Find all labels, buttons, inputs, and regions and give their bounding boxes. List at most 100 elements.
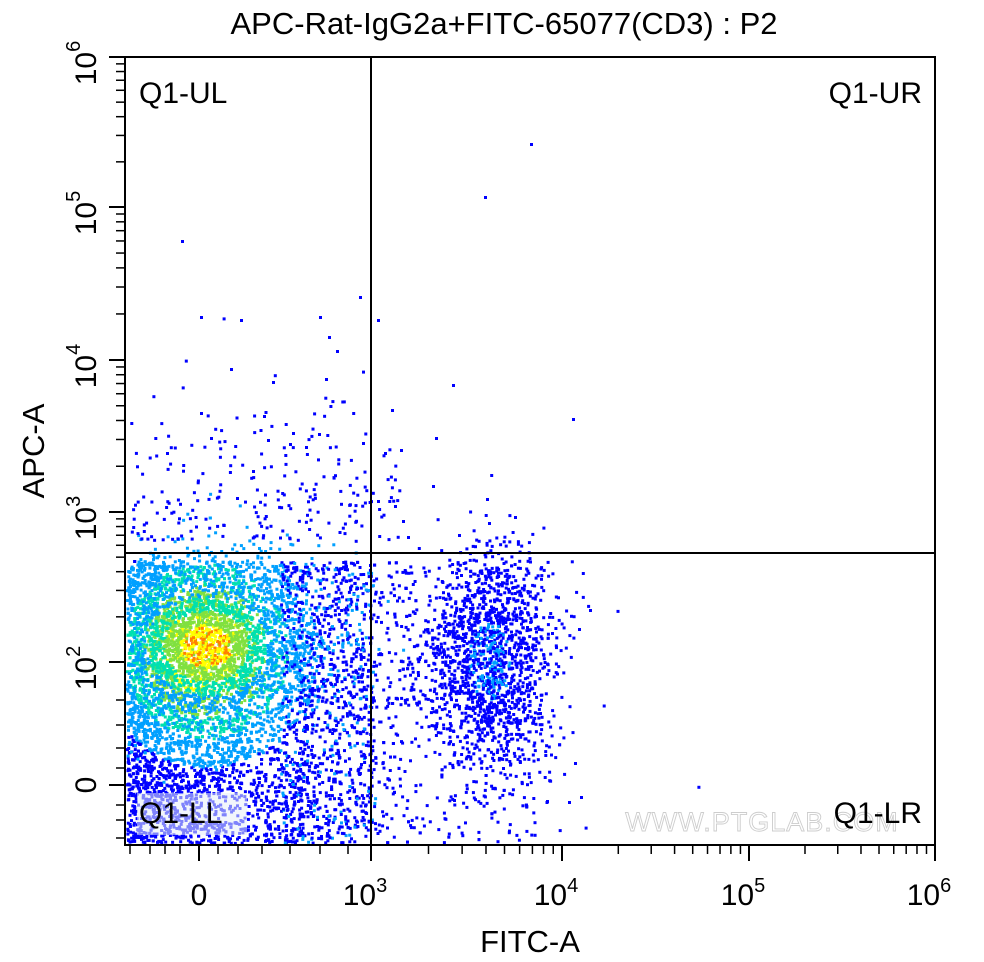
event-dot <box>336 748 340 752</box>
event-dot <box>249 594 253 598</box>
event-dot <box>351 680 355 684</box>
event-dot <box>203 761 207 765</box>
event-dot <box>176 784 180 788</box>
event-dot <box>134 607 137 611</box>
event-dot <box>204 635 208 639</box>
event-dot <box>248 690 252 694</box>
event-dot <box>153 587 157 591</box>
event-dot <box>252 712 256 716</box>
event-dot <box>130 609 134 612</box>
event-dot <box>260 734 264 738</box>
event-dot <box>325 607 329 611</box>
event-dot <box>175 691 179 695</box>
event-dot <box>272 799 275 803</box>
event-dot <box>141 756 145 760</box>
event-dot <box>174 767 177 771</box>
event-dot <box>283 741 287 745</box>
event-dot <box>274 578 278 582</box>
event-dot <box>274 633 278 637</box>
event-dot <box>276 758 280 762</box>
event-dot <box>345 668 349 672</box>
event-dot <box>180 717 183 720</box>
event-dot <box>268 840 272 844</box>
event-dot <box>159 748 163 751</box>
event-dot <box>254 796 258 800</box>
event-dot <box>133 739 137 743</box>
event-dot <box>257 688 261 692</box>
event-dot <box>311 689 314 693</box>
event-dot <box>289 684 293 688</box>
event-dot <box>289 813 293 816</box>
event-dot <box>328 561 332 565</box>
event-dot <box>163 586 167 590</box>
event-dot <box>132 726 136 730</box>
event-dot <box>200 640 204 644</box>
event-dot <box>243 699 247 703</box>
event-dot <box>274 713 278 717</box>
event-dot <box>127 735 131 739</box>
event-dot <box>142 685 146 689</box>
event-dot <box>219 763 223 767</box>
event-dot <box>131 811 135 815</box>
event-dot <box>203 582 207 586</box>
event-dot <box>312 708 316 712</box>
event-dot <box>212 771 216 775</box>
event-dot <box>131 668 135 672</box>
event-dot <box>139 601 142 605</box>
event-dot <box>323 631 327 635</box>
event-dot <box>149 592 153 596</box>
event-dot <box>149 622 153 626</box>
event-dot <box>181 774 185 778</box>
event-dot <box>260 784 264 788</box>
event-dot <box>191 713 195 717</box>
event-dot <box>360 819 364 823</box>
event-dot <box>171 565 175 569</box>
event-dot <box>294 794 298 798</box>
event-dot <box>265 696 269 700</box>
event-dot <box>224 760 228 764</box>
event-dot <box>278 783 282 787</box>
event-dot <box>207 760 211 764</box>
event-dot <box>151 563 155 567</box>
event-dot <box>171 840 175 844</box>
event-dot <box>252 824 256 828</box>
event-dot <box>176 725 179 728</box>
event-dot <box>176 743 180 747</box>
event-dot <box>427 725 431 729</box>
event-dot <box>242 753 246 757</box>
event-dot <box>146 628 150 632</box>
event-dot <box>405 614 409 618</box>
event-dot <box>165 767 168 771</box>
event-dot <box>161 693 165 697</box>
event-dot <box>262 801 266 805</box>
event-dot <box>185 774 189 778</box>
event-dot <box>165 742 169 746</box>
event-dot <box>264 730 268 734</box>
event-dot <box>148 637 152 641</box>
event-dot <box>233 561 237 565</box>
event-dot <box>249 769 253 773</box>
event-dot <box>377 780 381 784</box>
event-dot <box>200 768 204 772</box>
event-dot <box>133 619 137 623</box>
event-dot <box>178 775 182 779</box>
event-dot <box>225 768 229 771</box>
event-dot <box>217 737 221 741</box>
event-dot <box>374 620 378 624</box>
event-dot <box>328 713 332 717</box>
event-dot <box>174 672 178 676</box>
event-dot <box>303 683 307 687</box>
event-dot <box>243 721 247 725</box>
event-dot <box>277 801 281 805</box>
event-dot <box>201 685 205 689</box>
event-dot <box>359 657 363 661</box>
event-dot <box>129 830 133 834</box>
event-dot <box>161 838 165 842</box>
event-dot <box>303 788 307 792</box>
event-dot <box>406 667 410 671</box>
event-dot <box>130 718 134 722</box>
event-dot <box>178 566 182 570</box>
event-dot <box>275 610 279 614</box>
event-dot <box>430 628 434 632</box>
event-dot <box>362 687 366 691</box>
